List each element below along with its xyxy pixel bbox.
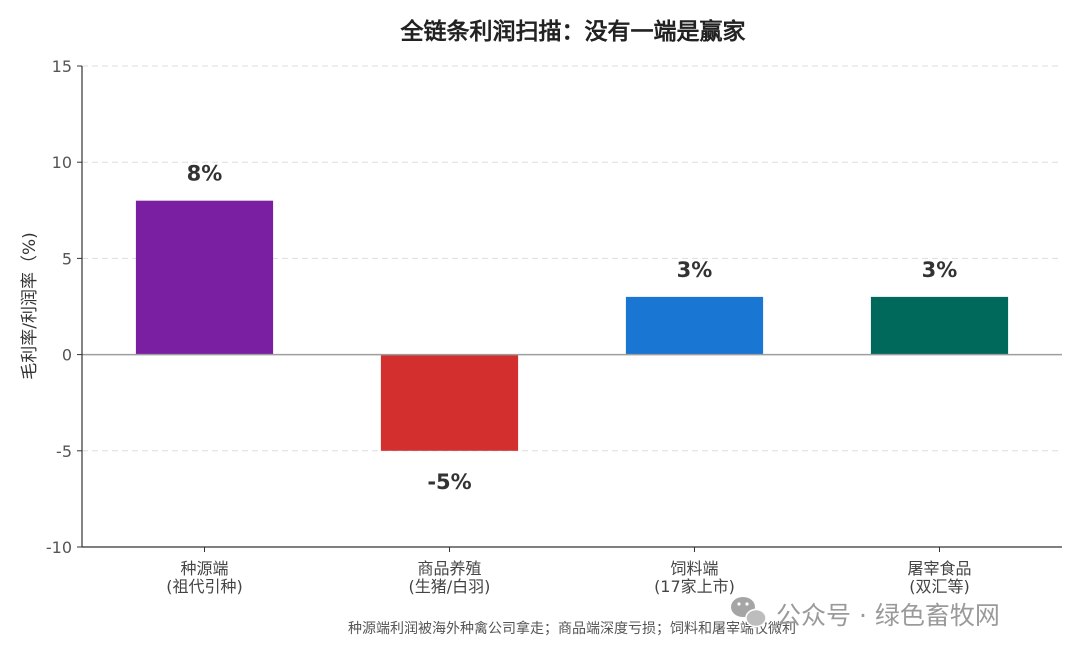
bar — [135, 200, 274, 355]
chart-title: 全链条利润扫描：没有一端是赢家 — [400, 18, 746, 45]
y-tick-label: -10 — [46, 538, 72, 557]
bar — [625, 296, 764, 355]
x-tick-sublabel: (17家上市) — [654, 577, 735, 596]
y-tick-label: 5 — [62, 249, 72, 268]
data-label: -5% — [427, 470, 471, 494]
data-labels: 8% -5% 3% 3% — [187, 162, 958, 494]
y-tick-label: 0 — [62, 346, 72, 365]
x-tick-label: 种源端 — [180, 559, 228, 578]
x-tick-sublabel: (祖代引种) — [166, 577, 243, 596]
y-ticks: -10 -5 0 5 10 15 — [46, 57, 82, 557]
y-tick-label: 10 — [52, 153, 72, 172]
y-tick-label: 15 — [52, 57, 72, 76]
y-tick-label: -5 — [56, 442, 72, 461]
wechat-icon — [731, 597, 767, 628]
x-tick-label: 饲料端 — [670, 559, 718, 578]
data-label: 8% — [187, 162, 223, 186]
chart-caption: 种源端利润被海外种禽公司拿走；商品端深度亏损；饲料和屠宰端仅微利 — [348, 620, 796, 637]
x-tick-label: 屠宰食品 — [907, 559, 971, 578]
x-tick-sublabel: (双汇等) — [909, 577, 970, 596]
bar — [380, 354, 519, 451]
watermark: 公众号 · 绿色畜牧网 — [731, 597, 1000, 630]
bar — [870, 296, 1009, 355]
watermark-text: 公众号 · 绿色畜牧网 — [776, 601, 1000, 630]
data-label: 3% — [922, 258, 958, 282]
data-label: 3% — [677, 258, 713, 282]
x-tick-sublabel: (生猪/白羽) — [409, 577, 491, 596]
y-axis-label: 毛利率/利润率（%) — [20, 232, 40, 380]
bars — [135, 200, 1009, 451]
x-ticks: 种源端(祖代引种) 商品养殖(生猪/白羽) 饲料端(17家上市) 屠宰食品(双汇等) — [166, 547, 972, 596]
axes — [81, 66, 1062, 548]
x-tick-label: 商品养殖 — [417, 559, 481, 578]
